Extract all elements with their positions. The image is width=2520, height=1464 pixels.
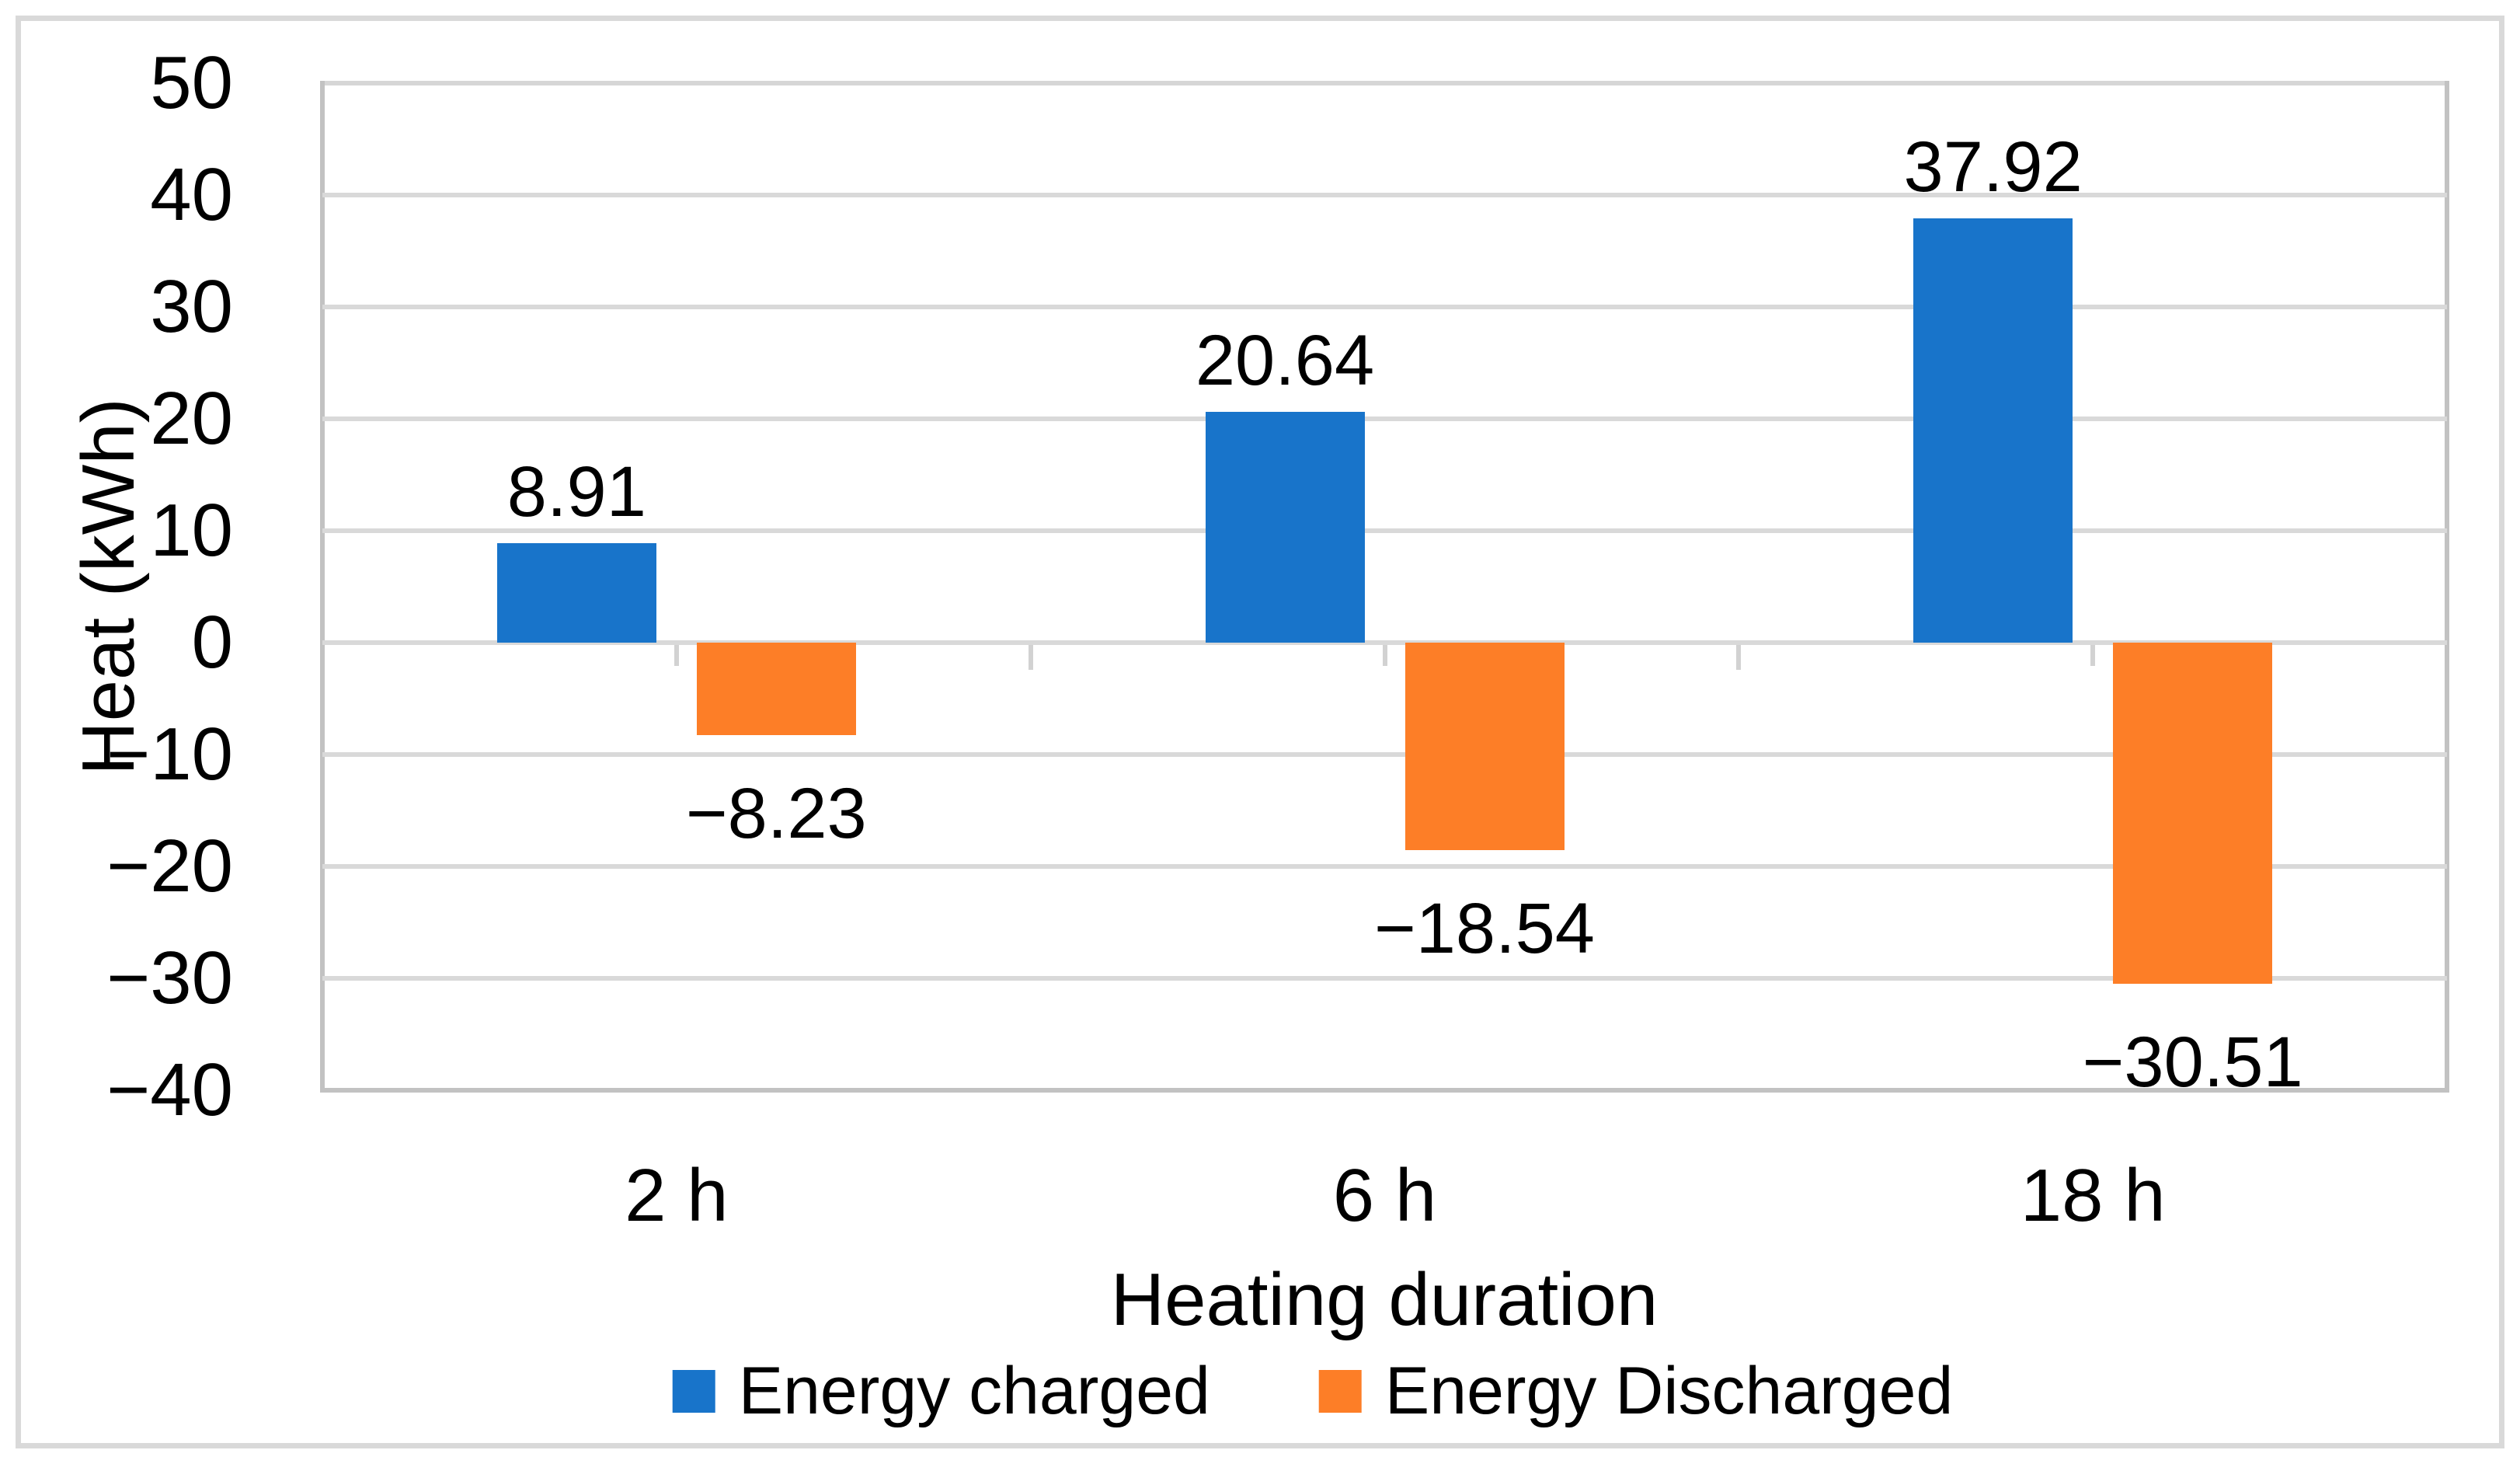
x-tick-label: 6 h: [1332, 1154, 1437, 1237]
bar-energy-charged: [496, 542, 656, 643]
data-label: 20.64: [1195, 320, 1375, 400]
y-tick-label: 50: [150, 41, 233, 124]
gridline: [322, 752, 2447, 757]
plot-area: 8.91 20.64 37.92 −8.23 −18.54 −30.51: [320, 81, 2449, 1102]
bar-energy-discharged: [1404, 643, 1565, 850]
x-axis-minor-tick: [1382, 645, 1387, 666]
x-axis-minor-tick: [2090, 645, 2096, 666]
x-tick-label: 18 h: [2020, 1154, 2166, 1237]
data-label: −8.23: [685, 773, 867, 853]
x-axis-major-tick: [1028, 645, 1033, 670]
gridline: [322, 193, 2447, 197]
y-tick-label: 30: [150, 265, 233, 348]
legend-swatch-energy-charged: [672, 1370, 715, 1413]
legend-item: Energy charged: [672, 1351, 1210, 1432]
bar-energy-discharged: [696, 643, 856, 735]
bar-energy-charged: [1913, 218, 2073, 643]
y-tick-label: 0: [191, 601, 233, 684]
x-tick-label: 2 h: [625, 1154, 729, 1237]
y-tick-label: −30: [106, 936, 233, 1020]
y-tick-label: −10: [106, 713, 233, 796]
gridline: [322, 864, 2447, 869]
x-axis-minor-tick: [674, 645, 679, 666]
gridline: [322, 528, 2447, 533]
legend-item: Energy Discharged: [1318, 1351, 1954, 1432]
data-label: 8.91: [506, 451, 646, 532]
bar-energy-charged: [1205, 411, 1365, 643]
legend-label: Energy charged: [738, 1354, 1210, 1428]
y-tick-label: 40: [150, 153, 233, 236]
legend: Energy charged Energy Discharged: [672, 1351, 1954, 1432]
gridline: [322, 976, 2447, 981]
zero-line: [322, 640, 2447, 645]
bar-energy-discharged: [2113, 643, 2273, 985]
gridline: [322, 417, 2447, 421]
legend-swatch-energy-discharged: [1318, 1370, 1362, 1413]
x-axis-major-tick: [1736, 645, 1742, 670]
figure-border: [16, 16, 2504, 1448]
plot-border-left: [320, 81, 325, 1093]
plot-border-top: [320, 81, 2449, 85]
gridline: [322, 305, 2447, 309]
plot-border-right: [2445, 81, 2449, 1093]
y-tick-label: −20: [106, 824, 233, 908]
legend-label: Energy Discharged: [1384, 1354, 1954, 1428]
plot-border-bottom: [320, 1088, 2449, 1093]
data-label: −18.54: [1374, 888, 1595, 968]
y-tick-label: −40: [106, 1048, 233, 1131]
data-label: 37.92: [1903, 127, 2083, 207]
y-tick-label: 20: [150, 377, 233, 460]
data-label: −30.51: [2082, 1023, 2303, 1103]
y-tick-label: 10: [150, 489, 233, 572]
x-axis-title: Heating duration: [1110, 1258, 1659, 1341]
